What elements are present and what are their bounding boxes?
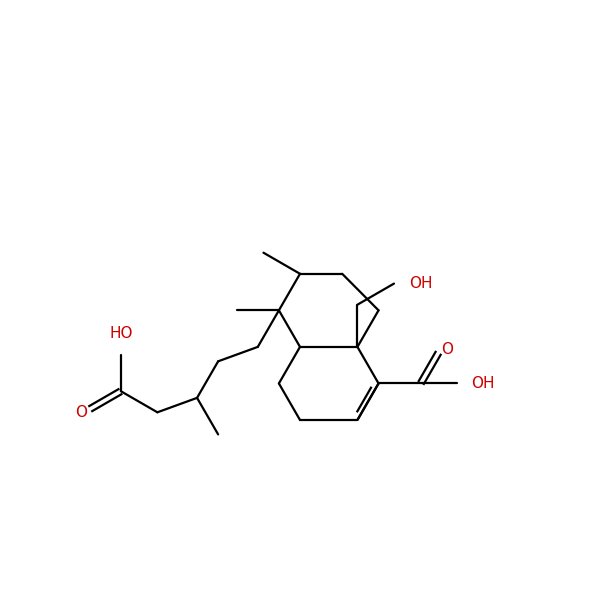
Text: O: O — [442, 342, 454, 357]
Text: OH: OH — [409, 276, 432, 291]
Text: HO: HO — [109, 326, 133, 341]
Text: OH: OH — [471, 376, 495, 391]
Text: O: O — [75, 404, 87, 419]
